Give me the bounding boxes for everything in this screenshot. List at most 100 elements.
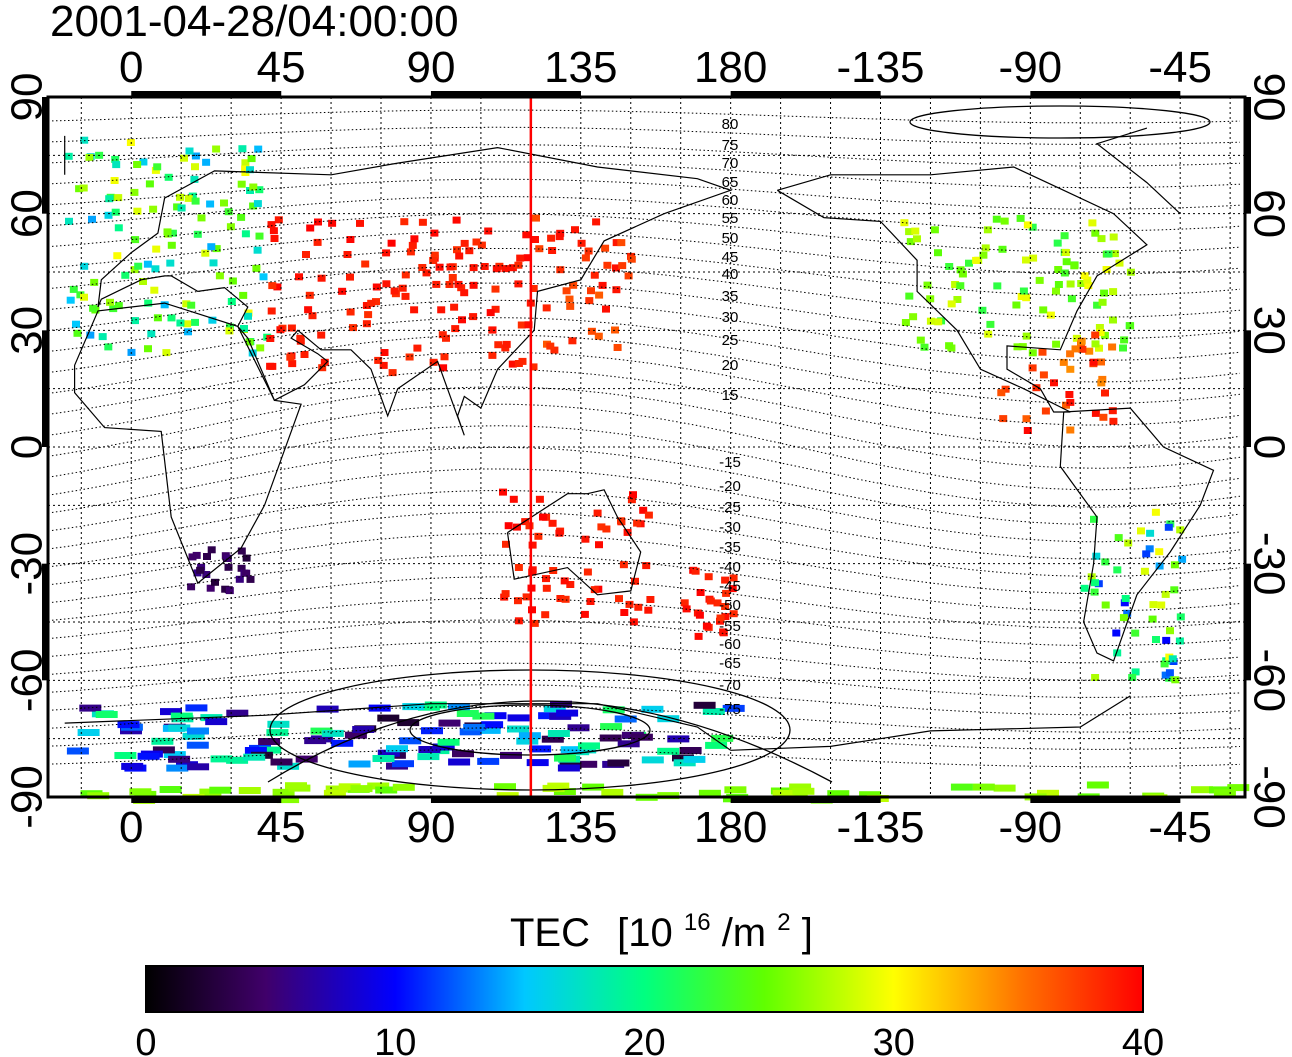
tec-cell xyxy=(1110,250,1119,258)
left-tick-label: -30 xyxy=(3,532,52,596)
tec-cell xyxy=(1131,629,1140,637)
tec-cell xyxy=(522,593,531,601)
tec-cell xyxy=(500,751,522,759)
tec-cell xyxy=(1109,233,1118,241)
tec-cell xyxy=(399,737,422,745)
tec-cell xyxy=(80,293,88,301)
tec-cell xyxy=(237,564,246,572)
tec-cell xyxy=(517,321,526,329)
tec-cell xyxy=(560,577,569,585)
tec-cell xyxy=(1060,269,1069,277)
tec-cell xyxy=(277,762,300,770)
tec-cell xyxy=(1066,426,1075,434)
right-tick-label: 60 xyxy=(1244,189,1292,238)
top-tick-label: 45 xyxy=(257,43,306,92)
tec-cell xyxy=(190,175,199,183)
tec-cell xyxy=(382,249,391,257)
tec-cell xyxy=(478,726,501,734)
tec-cell xyxy=(166,259,175,267)
tec-cell xyxy=(575,760,598,768)
tec-cell xyxy=(187,727,209,735)
tec-cell xyxy=(432,280,441,288)
tec-cell xyxy=(1000,217,1009,225)
tec-cell xyxy=(1213,789,1236,797)
tec-cell xyxy=(147,330,156,338)
tec-cell xyxy=(344,731,367,739)
tec-cell xyxy=(484,227,493,235)
tec-cell xyxy=(614,715,637,723)
tec-cell xyxy=(827,790,850,798)
tec-cell xyxy=(491,285,500,293)
tec-cell xyxy=(1126,322,1135,330)
tec-cell xyxy=(422,269,431,277)
tec-cell xyxy=(560,746,583,754)
tec-cell xyxy=(405,353,414,361)
tec-cell xyxy=(1115,259,1124,267)
tec-cell xyxy=(1041,407,1050,415)
tec-cell xyxy=(166,764,189,772)
bottom-longitude-labels: 0 45 90 135 180 -135 -90 -45 xyxy=(119,803,1212,852)
tec-cell xyxy=(945,263,954,270)
tec-cell xyxy=(300,351,309,358)
tec-cell xyxy=(998,245,1007,253)
top-tick-label: 135 xyxy=(544,43,617,92)
contour-label: -60 xyxy=(719,636,741,653)
tec-cell xyxy=(1165,669,1174,677)
tec-cell xyxy=(583,568,592,576)
tec-cell xyxy=(450,303,459,311)
tec-cell xyxy=(494,341,503,349)
tec-cell xyxy=(237,180,246,188)
tec-cell xyxy=(89,304,98,312)
tec-cell xyxy=(1160,660,1169,668)
tec-cell xyxy=(502,540,510,548)
tec-cell xyxy=(144,299,153,307)
tec-cell xyxy=(566,581,575,588)
tec-cell xyxy=(556,266,565,274)
tec-cell xyxy=(206,584,215,592)
tec-cell xyxy=(211,578,219,586)
tec-cell xyxy=(1032,384,1041,392)
bottom-tick-label: -45 xyxy=(1148,803,1212,852)
tec-cell xyxy=(532,214,540,222)
tec-cell xyxy=(556,229,565,237)
magnetic-contour xyxy=(47,213,1241,253)
tec-cell xyxy=(548,247,557,254)
tec-cell xyxy=(401,271,410,279)
tec-cell xyxy=(253,246,262,254)
tec-cell xyxy=(270,235,279,242)
tec-cell xyxy=(1078,345,1087,353)
tec-cell xyxy=(792,787,815,795)
tec-cell xyxy=(911,227,920,235)
tec-cell xyxy=(947,300,956,308)
tec-cell xyxy=(242,554,251,562)
tec-cell xyxy=(1017,293,1026,300)
magnetic-contour xyxy=(47,662,1241,698)
tec-cell xyxy=(267,221,276,229)
left-tick-label: 0 xyxy=(3,435,52,459)
tec-cell xyxy=(133,161,142,168)
tec-cell xyxy=(249,202,258,210)
tec-cell xyxy=(417,753,440,761)
tec-cell xyxy=(133,207,142,215)
tec-cell xyxy=(592,218,601,226)
tec-cell xyxy=(276,326,285,334)
tec-cell xyxy=(556,709,579,717)
tec-cell xyxy=(993,784,1016,792)
tec-cell xyxy=(999,415,1008,423)
tec-cell xyxy=(226,756,249,764)
tec-cell xyxy=(979,251,988,259)
tec-cell xyxy=(153,314,162,322)
tec-cell xyxy=(65,217,73,225)
tec-cell xyxy=(1151,508,1160,516)
tec-cell xyxy=(168,755,191,763)
tec-cell xyxy=(595,291,604,299)
tec-cell xyxy=(905,292,914,300)
colorbar-tick-label: 20 xyxy=(623,1022,665,1057)
tec-cell xyxy=(992,215,1001,223)
tec-cell xyxy=(448,274,457,281)
tec-cell xyxy=(246,166,254,174)
tec-cell xyxy=(314,218,322,226)
tec-cell xyxy=(547,234,556,242)
magnetic-contour xyxy=(47,619,1241,664)
tec-cell xyxy=(978,306,987,314)
